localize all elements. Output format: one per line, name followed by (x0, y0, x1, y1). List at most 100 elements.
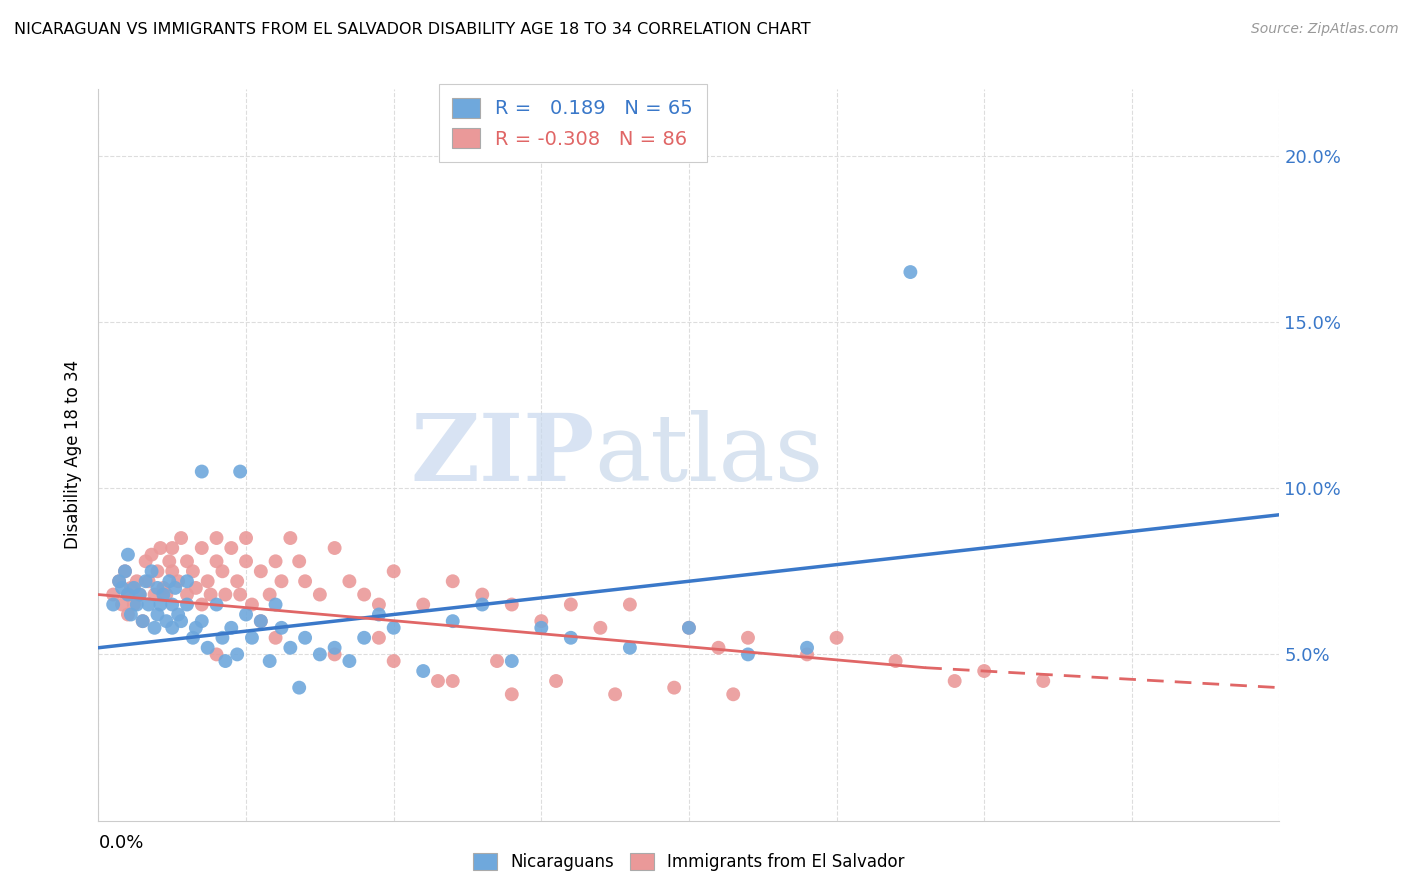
Point (162, 541, 183, 555)
Point (176, 554, 198, 568)
Point (737, 648, 759, 662)
Point (205, 531, 228, 545)
Point (250, 614, 273, 628)
Point (226, 574, 249, 589)
Point (382, 621, 405, 635)
Point (486, 654, 509, 668)
Point (309, 648, 332, 662)
Point (205, 648, 228, 662)
Point (181, 631, 204, 645)
Point (114, 564, 136, 578)
Point (157, 554, 180, 568)
Point (973, 664, 995, 678)
Text: atlas: atlas (595, 410, 824, 500)
Point (589, 621, 612, 635)
Point (157, 574, 180, 589)
Point (441, 614, 464, 628)
Point (412, 598, 434, 612)
Point (141, 548, 163, 562)
Point (250, 614, 273, 628)
Point (176, 588, 198, 602)
Point (546, 673, 568, 688)
Point (181, 564, 204, 578)
Point (165, 581, 187, 595)
Point (132, 614, 155, 628)
Point (184, 581, 207, 595)
Point (471, 588, 494, 602)
Point (120, 607, 142, 622)
Point (619, 640, 641, 655)
Text: 0.0%: 0.0% (98, 834, 143, 852)
Point (141, 564, 163, 578)
Point (471, 598, 494, 612)
Point (884, 654, 907, 668)
Point (103, 588, 125, 602)
Text: NICARAGUAN VS IMMIGRANTS FROM EL SALVADOR DISABILITY AGE 18 TO 34 CORRELATION CH: NICARAGUAN VS IMMIGRANTS FROM EL SALVADO… (14, 22, 811, 37)
Point (135, 554, 157, 568)
Point (117, 548, 139, 562)
Point (170, 531, 193, 545)
Point (323, 640, 346, 655)
Point (441, 673, 464, 688)
Point (560, 631, 582, 645)
Point (368, 598, 391, 612)
Point (191, 465, 214, 479)
Point (501, 654, 523, 668)
Point (278, 640, 302, 655)
Point (368, 607, 391, 622)
Point (796, 640, 818, 655)
Point (339, 574, 360, 589)
Point (120, 581, 142, 595)
Point (339, 654, 360, 668)
Point (170, 614, 193, 628)
Point (205, 598, 228, 612)
Point (235, 554, 257, 568)
Text: Source: ZipAtlas.com: Source: ZipAtlas.com (1251, 22, 1399, 37)
Point (117, 588, 139, 602)
Point (250, 564, 273, 578)
Point (128, 588, 150, 602)
Point (155, 614, 177, 628)
Point (191, 598, 214, 612)
Point (149, 541, 172, 555)
Point (323, 541, 346, 555)
Point (128, 588, 150, 602)
Point (501, 687, 523, 701)
Point (259, 588, 281, 602)
Point (270, 621, 292, 635)
Point (117, 588, 139, 602)
Point (162, 598, 183, 612)
Point (382, 564, 405, 578)
Point (288, 554, 311, 568)
Point (197, 574, 219, 589)
Point (264, 598, 287, 612)
Point (353, 588, 375, 602)
Point (149, 598, 172, 612)
Point (240, 631, 263, 645)
Point (138, 598, 160, 612)
Point (111, 581, 134, 595)
Point (114, 564, 136, 578)
Point (501, 598, 523, 612)
Point (412, 664, 434, 678)
Point (353, 631, 375, 645)
Point (943, 673, 966, 688)
Point (441, 574, 464, 589)
Point (205, 554, 228, 568)
Point (197, 640, 219, 655)
Point (707, 640, 730, 655)
Point (132, 614, 155, 628)
Point (737, 631, 759, 645)
Point (229, 465, 252, 479)
Point (152, 588, 174, 602)
Point (211, 564, 233, 578)
Point (270, 574, 292, 589)
Point (1032, 673, 1054, 688)
Point (382, 654, 405, 668)
Point (138, 574, 160, 589)
Point (723, 687, 745, 701)
Point (167, 607, 190, 622)
Point (200, 588, 222, 602)
Point (146, 564, 169, 578)
Point (176, 598, 198, 612)
